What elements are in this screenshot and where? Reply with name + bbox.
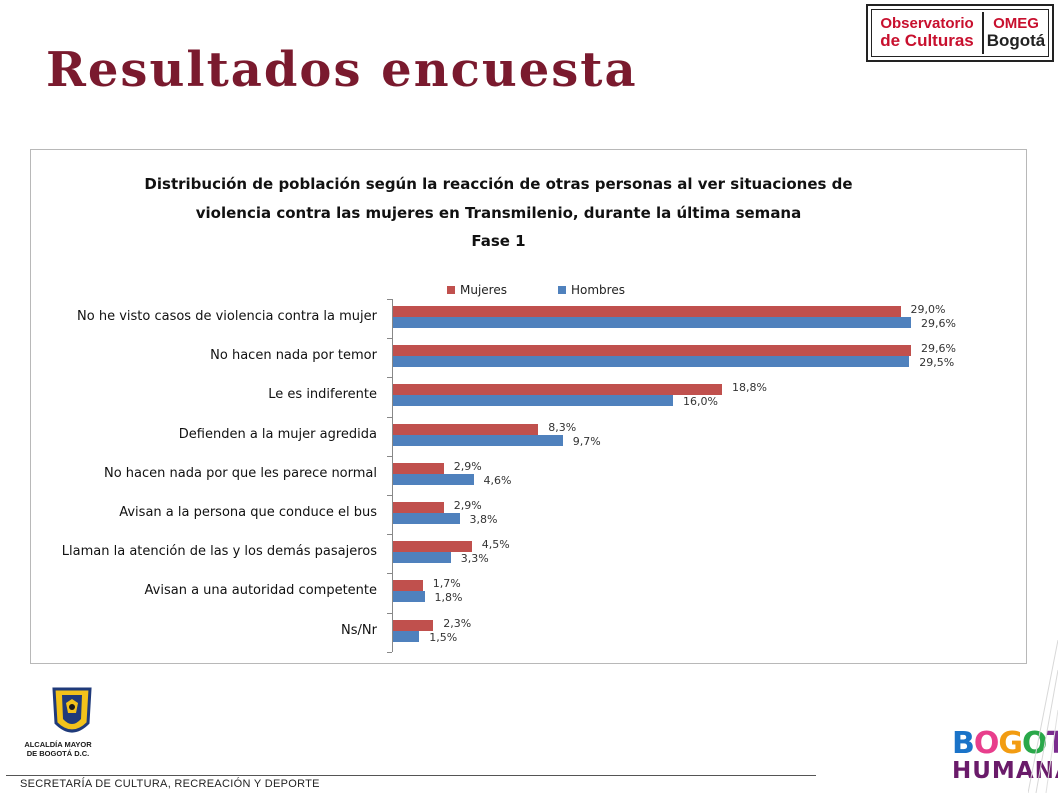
category-label-llaman-la-atencion-de-las-y-los-demas-pasajeros: Llaman la atención de las y los demás pa…	[61, 544, 377, 560]
bogota-humana-letter: O	[973, 726, 999, 761]
bar-hombres-defienden-a-la-mujer-agredida	[393, 434, 563, 446]
legend-swatch-hombres	[558, 286, 566, 294]
category-label-le-es-indiferente: Le es indiferente	[268, 387, 377, 403]
chart-category-axis	[392, 299, 393, 652]
observatorio-logo-line2: de Culturas	[880, 30, 974, 50]
data-label-mujeres-no-hacen-nada-por-que-les-parece-normal: 2,9%	[453, 459, 482, 473]
axis-tick	[387, 613, 392, 614]
chart-title-line2: violencia contra las mujeres en Transmil…	[195, 204, 802, 222]
bar-hombres-no-hacen-nada-por-que-les-parece-normal	[393, 473, 474, 485]
observatorio-logo-line1: Observatorio	[880, 15, 974, 33]
category-label-avisan-a-una-autoridad-competente: Avisan a una autoridad competente	[144, 583, 377, 599]
axis-tick	[387, 534, 392, 535]
alcaldia-logo-line1: ALCALDÍA MAYOR	[24, 740, 92, 749]
chart-frame	[30, 149, 1027, 664]
axis-tick	[387, 456, 392, 457]
legend-swatch-mujeres	[447, 286, 455, 294]
bar-mujeres-avisan-a-la-persona-que-conduce-el-bus	[393, 502, 444, 513]
axis-tick	[387, 338, 392, 339]
category-label-defienden-a-la-mujer-agredida: Defienden a la mujer agredida	[178, 426, 377, 442]
bar-hombres-no-he-visto-casos-de-violencia-contra-la-mujer	[393, 317, 911, 328]
bar-mujeres-defienden-a-la-mujer-agredida	[393, 423, 539, 435]
bar-hombres-ns-nr	[393, 630, 420, 642]
axis-tick	[387, 299, 392, 300]
data-label-hombres-defienden-a-la-mujer-agredida: 9,7%	[572, 434, 601, 448]
data-label-mujeres-no-hacen-nada-por-temor: 29,6%	[921, 342, 956, 356]
axis-tick	[387, 417, 392, 418]
data-label-mujeres-avisan-a-una-autoridad-competente: 1,7%	[432, 577, 461, 591]
bar-hombres-le-es-indiferente	[393, 395, 673, 407]
bar-hombres-avisan-a-una-autoridad-competente	[393, 591, 425, 603]
bogota-humana-logo-line1: BOGOTÁ	[952, 728, 1058, 760]
data-label-mujeres-defienden-a-la-mujer-agredida: 8,3%	[548, 420, 577, 434]
axis-tick	[387, 573, 392, 574]
chart-title-line3: Fase 1	[471, 232, 526, 250]
bogota-humana-letter: B	[952, 726, 975, 761]
chart-title-line1: Distribución de población según la reacc…	[144, 175, 853, 193]
data-label-hombres-llaman-la-atencion-de-las-y-los-demas-pasajeros: 3,3%	[460, 552, 489, 566]
bar-hombres-avisan-a-la-persona-que-conduce-el-bus	[393, 513, 460, 524]
bogota-coat-of-arms-icon	[52, 687, 92, 733]
category-label-no-hacen-nada-por-que-les-parece-normal: No hacen nada por que les parece normal	[103, 465, 377, 481]
legend-label-mujeres: Mujeres	[460, 283, 507, 297]
data-label-mujeres-avisan-a-la-persona-que-conduce-el-bus: 2,9%	[453, 499, 482, 512]
bar-mujeres-no-hacen-nada-por-temor	[393, 345, 911, 357]
data-label-hombres-avisan-a-una-autoridad-competente: 1,8%	[434, 591, 463, 605]
data-label-mujeres-ns-nr: 2,3%	[443, 616, 472, 630]
bogota-humana-letter: T	[1046, 726, 1058, 761]
observatorio-logo: Observatorio de Culturas OMEG Bogotá	[866, 4, 1054, 62]
data-label-mujeres-llaman-la-atencion-de-las-y-los-demas-pasajeros: 4,5%	[481, 538, 510, 552]
category-label-no-hacen-nada-por-temor: No hacen nada por temor	[210, 348, 377, 364]
bogota-humana-letter: G	[998, 726, 1023, 761]
data-label-hombres-no-hacen-nada-por-que-les-parece-normal: 4,6%	[483, 473, 512, 487]
data-label-hombres-le-es-indiferente: 16,0%	[683, 395, 718, 409]
data-label-hombres-avisan-a-la-persona-que-conduce-el-bus: 3,8%	[469, 513, 498, 526]
omeg-logo-text: OMEG	[993, 15, 1039, 33]
bar-mujeres-le-es-indiferente	[393, 384, 722, 396]
legend-label-hombres: Hombres	[571, 283, 625, 297]
axis-tick	[387, 495, 392, 496]
page-title: Resultados encuesta	[46, 42, 638, 98]
category-label-no-he-visto-casos-de-violencia-contra-la-mujer: No he visto casos de violencia contra la…	[77, 309, 377, 324]
bar-hombres-no-hacen-nada-por-temor	[393, 356, 910, 368]
legend-item-mujeres: Mujeres	[447, 283, 507, 297]
axis-tick	[387, 652, 392, 653]
bar-mujeres-avisan-a-una-autoridad-competente	[393, 580, 423, 592]
bar-mujeres-llaman-la-atencion-de-las-y-los-demas-pasajeros	[393, 541, 472, 553]
category-label-ns-nr: Ns/Nr	[341, 622, 377, 638]
alcaldia-logo-line2: DE BOGOTÁ D.C.	[26, 749, 90, 758]
data-label-hombres-no-hacen-nada-por-temor: 29,5%	[919, 356, 955, 370]
legend-item-hombres: Hombres	[558, 283, 625, 297]
data-label-mujeres-no-he-visto-casos-de-violencia-contra-la-mujer: 29,0%	[910, 303, 946, 316]
data-label-hombres-ns-nr: 1,5%	[429, 630, 458, 644]
footer-divider	[6, 775, 816, 776]
data-label-mujeres-le-es-indiferente: 18,8%	[732, 381, 767, 395]
data-label-hombres-no-he-visto-casos-de-violencia-contra-la-mujer: 29,6%	[921, 317, 956, 330]
bogota-logo-text: Bogotá	[986, 30, 1046, 50]
bar-mujeres-no-hacen-nada-por-que-les-parece-normal	[393, 462, 444, 474]
bar-hombres-llaman-la-atencion-de-las-y-los-demas-pasajeros	[393, 552, 451, 564]
category-label-avisan-a-la-persona-que-conduce-el-bus: Avisan a la persona que conduce el bus	[119, 505, 377, 520]
axis-tick	[387, 377, 392, 378]
alcaldia-logo-text: ALCALDÍA MAYOR DE BOGOTÁ D.C.	[14, 740, 102, 758]
footer-text: SECRETARÍA DE CULTURA, RECREACIÓN Y DEPO…	[20, 778, 320, 790]
decorative-corner-lines	[1028, 640, 1058, 793]
bar-mujeres-no-he-visto-casos-de-violencia-contra-la-mujer	[393, 306, 901, 317]
bar-mujeres-ns-nr	[393, 619, 434, 631]
